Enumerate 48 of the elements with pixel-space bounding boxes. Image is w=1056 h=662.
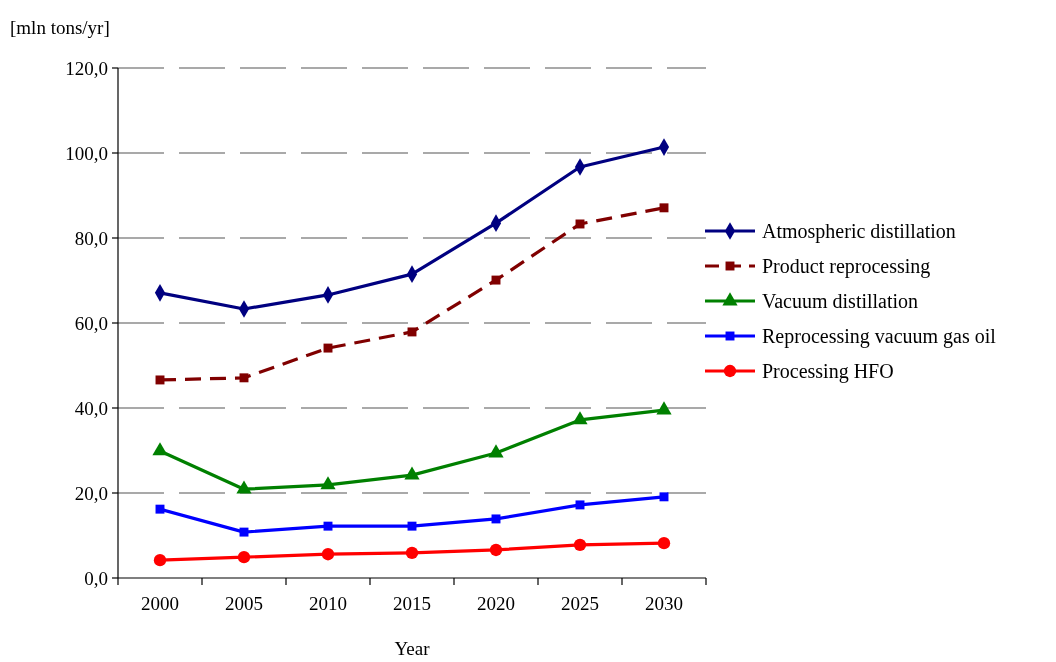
point <box>489 543 503 557</box>
point <box>488 444 504 458</box>
legend-label: Reprocessing vacuum gas oil <box>762 325 997 348</box>
point <box>236 480 252 494</box>
point <box>659 492 669 502</box>
point <box>491 275 501 285</box>
y-tick-label: 100,0 <box>65 142 108 164</box>
legend-label: Product reprocessing <box>762 255 931 278</box>
point <box>572 411 588 425</box>
x-tick-label: 2020 <box>477 593 515 614</box>
point <box>407 327 417 337</box>
point <box>320 476 336 490</box>
point <box>153 553 167 567</box>
y-tick-label: 120,0 <box>65 57 108 79</box>
x-tick-label: 2030 <box>645 593 683 614</box>
point <box>239 373 249 383</box>
point <box>237 551 251 564</box>
y-tick-label: 40,0 <box>74 397 108 419</box>
point <box>323 343 333 353</box>
point <box>656 401 672 415</box>
point <box>155 504 165 514</box>
x-tick-label: 2010 <box>309 593 347 614</box>
y-tick-label: 80,0 <box>74 227 108 249</box>
legend-label: Vacuum distillation <box>762 290 919 312</box>
legend-label: Atmospheric distillation <box>762 220 956 243</box>
y-tick-label: 20,0 <box>74 482 108 504</box>
point <box>573 538 587 552</box>
y-axis-title: [mln tons/yr] <box>10 17 110 38</box>
point <box>404 466 420 480</box>
point <box>575 500 585 510</box>
y-tick-label: 0,0 <box>84 567 108 589</box>
y-tick-label: 60,0 <box>74 312 108 334</box>
point <box>155 375 165 385</box>
point <box>239 527 249 537</box>
point <box>323 521 333 531</box>
point <box>491 514 501 524</box>
x-tick-label: 2000 <box>141 593 179 614</box>
point <box>321 548 335 561</box>
legend-label: Processing HFO <box>762 360 894 383</box>
point <box>659 203 669 213</box>
x-tick-label: 2015 <box>393 593 431 614</box>
point <box>152 442 168 456</box>
point <box>405 546 419 560</box>
point <box>407 521 417 531</box>
x-tick-label: 2025 <box>561 593 599 614</box>
x-tick-label: 2005 <box>225 593 263 614</box>
x-axis-title: Year <box>394 638 431 659</box>
point <box>657 536 671 550</box>
